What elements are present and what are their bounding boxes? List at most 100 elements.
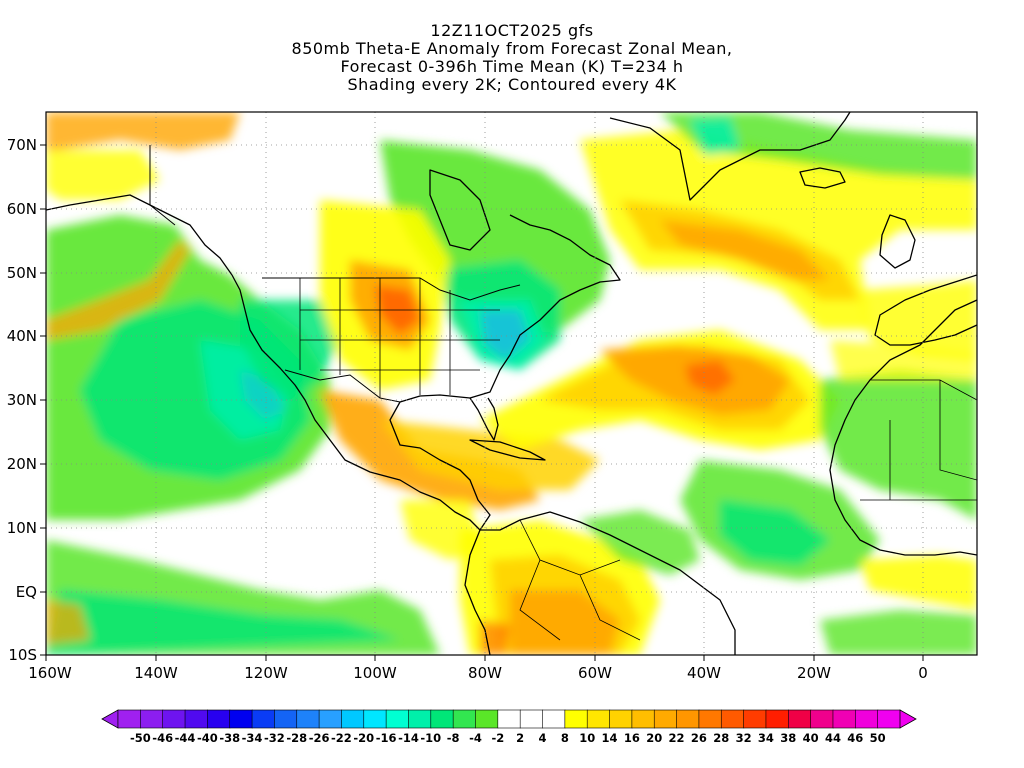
- colorbar-swatch: [676, 709, 700, 729]
- shade-west-us-green: [240, 300, 340, 400]
- colorbar-swatch: [318, 709, 343, 729]
- colorbar-swatch: [385, 709, 410, 729]
- coast-south-america-west: [464, 529, 491, 655]
- shade-south-pacific-teal: [46, 590, 400, 655]
- colorbar-label: 4: [539, 731, 547, 745]
- colorbar-arrow-right: [899, 709, 917, 729]
- shade-east-coast-blue: [480, 310, 530, 360]
- colorbar-label: -14: [398, 731, 419, 745]
- lon-label-140w: 140W: [134, 664, 178, 682]
- colorbar-label: 10: [579, 731, 595, 745]
- shade-arctic-cyan: [690, 118, 740, 155]
- colorbar-swatch: [542, 709, 566, 729]
- colorbar-swatch: [609, 709, 633, 729]
- colorbar-label: 8: [561, 731, 569, 745]
- lon-label-20w: 20W: [797, 664, 831, 682]
- lon-label-0: 0: [918, 664, 928, 682]
- shade-east-pacific-orange: [46, 600, 90, 645]
- border-us-states: [299, 278, 500, 398]
- ticks: [40, 144, 924, 661]
- title-line-2: 850mb Theta-E Anomaly from Forecast Zona…: [291, 39, 733, 58]
- lon-label-60w: 60W: [578, 664, 612, 682]
- coast-iceland: [799, 167, 846, 189]
- colorbar-label: 20: [646, 731, 662, 745]
- colorbar-label: -44: [175, 731, 196, 745]
- colorbar-swatch: [832, 709, 856, 729]
- colorbar-swatch: [877, 709, 901, 729]
- colorbar-swatch: [430, 709, 454, 729]
- coast-hudson-bay: [429, 169, 491, 251]
- colorbar-swatch: [475, 709, 499, 729]
- colorbar-label: 44: [825, 731, 841, 745]
- shade-south-atlantic-green: [820, 610, 977, 655]
- coast-alaska: [46, 194, 233, 276]
- colorbar-label: 28: [713, 731, 729, 745]
- shade-alaska-orange: [46, 112, 240, 150]
- coast-south-america: [480, 511, 736, 655]
- shade-sa-orange: [510, 590, 620, 655]
- colorbar-swatch: [296, 709, 320, 729]
- colorbar-label: -34: [242, 731, 263, 745]
- colorbar-label: -22: [331, 731, 352, 745]
- lat-label-50n: 50N: [7, 264, 37, 282]
- colorbar-swatch: [720, 709, 745, 729]
- colorbar-label: 50: [870, 731, 886, 745]
- colorbar-label: 2: [516, 731, 524, 745]
- shade-trop-atlantic-teal: [720, 500, 830, 565]
- colorbar-swatch: [274, 709, 298, 729]
- colorbar-label: -32: [264, 731, 285, 745]
- colorbar-swatch: [564, 709, 588, 729]
- colorbar-swatch: [162, 709, 186, 729]
- colorbar-label: 34: [758, 731, 774, 745]
- coastlines: [46, 112, 977, 655]
- colorbar-label: -2: [491, 731, 504, 745]
- lon-labels: 160W 140W 120W 100W 80W 60W 40W 20W 0: [28, 664, 928, 682]
- colorbar-label: 14: [602, 731, 618, 745]
- colorbar-label: -26: [309, 731, 330, 745]
- lat-label-10s: 10S: [8, 646, 37, 664]
- coast-florida: [469, 397, 499, 441]
- colorbar-arrow-left: [101, 709, 119, 729]
- lat-label-30n: 30N: [7, 391, 37, 409]
- colorbar-label: 26: [691, 731, 707, 745]
- borders: [149, 145, 977, 641]
- lat-labels: 70N 60N 50N 40N 30N 20N 10N EQ 10S: [7, 136, 37, 664]
- colorbar-swatch: [698, 709, 722, 729]
- colorbar-swatch: [653, 709, 678, 729]
- shade-sa-red: [480, 620, 510, 655]
- lon-label-80w: 80W: [468, 664, 502, 682]
- border-alaska-canada: [149, 145, 176, 226]
- colorbar-swatch: [184, 709, 208, 729]
- colorbar-label: -28: [286, 731, 307, 745]
- colorbar-swatch: [229, 709, 253, 729]
- colorbar-swatch: [743, 709, 767, 729]
- colorbar-swatch: [117, 709, 141, 729]
- map-frame: [45, 111, 978, 656]
- colorbar-swatch: [452, 709, 477, 729]
- lat-label-70n: 70N: [7, 136, 37, 154]
- coast-uk: [879, 214, 916, 269]
- colorbar-label: -50: [130, 731, 151, 745]
- colorbar-label: 22: [669, 731, 685, 745]
- shade-north-atlantic-orange: [660, 220, 830, 280]
- shading-layer: [46, 112, 977, 655]
- shade-alaska-yellow: [46, 150, 160, 200]
- colorbar-label: -10: [420, 731, 441, 745]
- border-us-canada: [262, 277, 521, 301]
- colorbar-swatch: [497, 709, 521, 729]
- shade-africa-green: [820, 370, 977, 520]
- border-africa: [860, 379, 977, 501]
- colorbar-swatch: [787, 709, 812, 729]
- colorbar-swatch: [140, 709, 164, 729]
- colorbar-swatch: [586, 709, 611, 729]
- lon-label-120w: 120W: [244, 664, 288, 682]
- title-line-4: Shading every 2K; Contoured every 4K: [347, 75, 677, 94]
- shade-pacific-jet-orange: [46, 240, 190, 340]
- colorbar-swatch: [341, 709, 365, 729]
- title-line-3: Forecast 0-396h Time Mean (K) T=234 h: [340, 57, 684, 76]
- shade-gulf-guinea-yellow: [860, 555, 977, 610]
- colorbar-swatch: [408, 709, 432, 729]
- coast-greenland: [609, 112, 851, 201]
- colorbar-swatch: [855, 709, 879, 729]
